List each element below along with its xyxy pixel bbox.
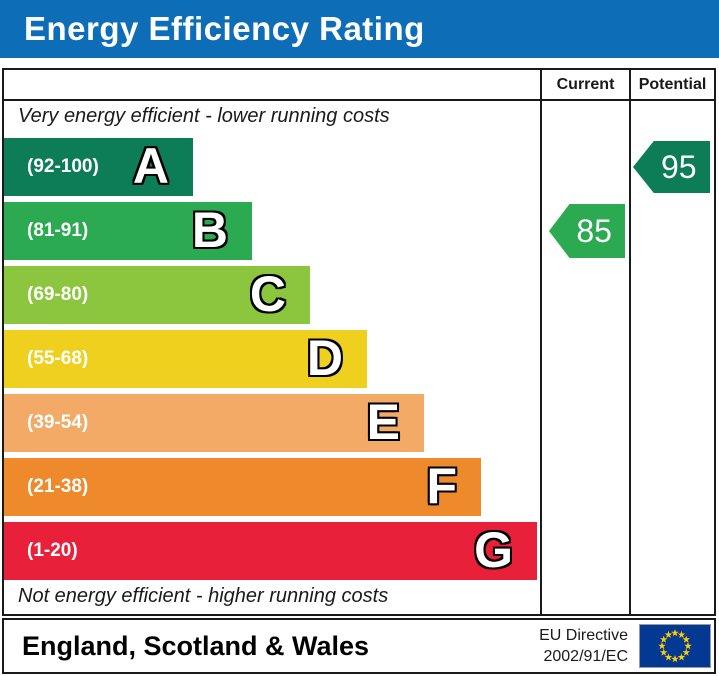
current-rating-value: 85: [576, 212, 612, 249]
band-b: (81-91) B: [4, 202, 252, 260]
band-d-letter: D: [306, 330, 343, 386]
eu-flag-icon: [639, 624, 711, 668]
band-b-range-label: (81-91): [27, 220, 89, 241]
header-row-divider: [2, 99, 716, 101]
eu-directive-line1: EU Directive: [539, 627, 628, 644]
potential-rating-value: 95: [660, 148, 697, 185]
band-e: (39-54) E: [4, 394, 424, 452]
title-bar: Energy Efficiency Rating: [0, 0, 719, 58]
bottom-note: Not energy efficient - higher running co…: [18, 585, 389, 607]
band-a: (92-100) A: [4, 138, 193, 196]
band-a-range-label: (92-100): [27, 156, 99, 177]
potential-column-divider: [629, 68, 631, 616]
band-d: (55-68) D: [4, 330, 367, 388]
current-column-divider: [540, 68, 542, 616]
band-f-range-label: (21-38): [27, 476, 89, 497]
band-g-range-label: (1-20): [27, 540, 78, 561]
rating-bands: (92-100) A (81-91) B (69-80) C (55-68) D…: [4, 138, 710, 586]
eu-directive-label: EU Directive 2002/91/EC: [539, 625, 628, 667]
band-f: (21-38) F: [4, 458, 481, 516]
region-label: England, Scotland & Wales: [22, 630, 370, 661]
band-a-letter: A: [132, 138, 169, 194]
band-e-range-label: (39-54): [27, 412, 89, 433]
footer-bar: England, Scotland & Wales EU Directive 2…: [2, 618, 716, 674]
page-title: Energy Efficiency Rating: [24, 10, 425, 47]
eu-directive-line2: 2002/91/EC: [543, 648, 628, 665]
band-c: (69-80) C: [4, 266, 310, 324]
band-c-range-label: (69-80): [27, 284, 89, 305]
top-note: Very energy efficient - lower running co…: [18, 105, 390, 127]
potential-column-header: Potential: [638, 75, 707, 93]
band-d-range-label: (55-68): [27, 348, 89, 369]
band-e-letter: E: [366, 394, 400, 450]
band-c-letter: C: [249, 266, 286, 322]
band-g: (1-20) G: [4, 522, 537, 580]
current-column-header: Current: [556, 75, 615, 93]
band-g-letter: G: [474, 522, 513, 578]
rating-table-frame: [2, 68, 716, 616]
band-b-letter: B: [191, 202, 228, 258]
band-f-letter: F: [426, 458, 457, 514]
